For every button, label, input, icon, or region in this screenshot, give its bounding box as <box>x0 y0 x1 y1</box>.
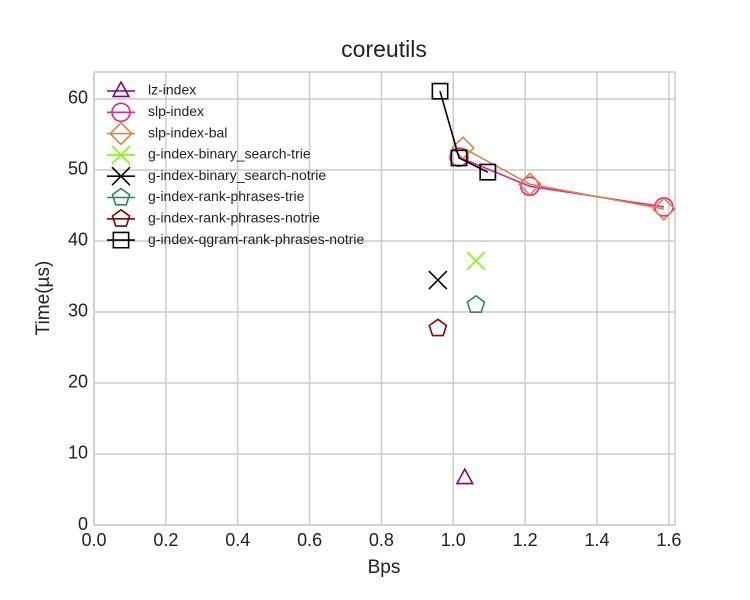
y-tick-label: 50 <box>68 159 88 179</box>
legend-marker <box>111 145 131 165</box>
legend-marker <box>111 208 131 227</box>
x-tick-label: 0.4 <box>225 530 250 550</box>
series-line <box>439 90 489 173</box>
plot-area <box>93 71 676 526</box>
y-tick-label: 30 <box>68 301 88 321</box>
legend-marker <box>111 80 131 98</box>
legend-marker <box>112 231 130 249</box>
legend-marker <box>111 166 131 186</box>
legend-label: lz-index <box>148 82 196 98</box>
x-tick-label: 0.6 <box>297 530 322 550</box>
marker <box>466 294 486 313</box>
y-axis-label: Time(µs) <box>33 261 54 336</box>
x-tick-label: 0.8 <box>369 530 394 550</box>
legend-marker <box>111 102 131 123</box>
legend-label: g-index-binary_search-notrie <box>148 167 326 183</box>
marker <box>428 270 448 290</box>
marker <box>651 197 676 221</box>
x-tick-label: 0.0 <box>81 530 106 550</box>
marker <box>466 251 486 271</box>
legend-label: slp-index-bal <box>148 124 227 140</box>
x-tick-label: 1.0 <box>441 530 466 550</box>
legend-label: g-index-binary_search-trie <box>148 146 311 162</box>
y-tick-label: 0 <box>78 514 88 534</box>
x-tick-label: 0.2 <box>153 530 178 550</box>
marker <box>431 82 449 100</box>
legend-label: g-index-rank-phrases-notrie <box>148 210 320 226</box>
x-tick-label: 1.4 <box>585 530 610 550</box>
y-tick-label: 40 <box>68 230 88 250</box>
y-tick-label: 10 <box>68 443 88 463</box>
chart-title: coreutils <box>341 36 427 62</box>
legend-label: slp-index <box>148 103 204 119</box>
x-tick-label: 1.2 <box>513 530 538 550</box>
marker <box>517 172 542 197</box>
legend-label: g-index-qgram-rank-phrases-notrie <box>148 231 365 247</box>
legend-label: g-index-rank-phrases-trie <box>148 188 305 204</box>
y-tick-label: 20 <box>68 372 88 392</box>
series-line <box>462 147 665 210</box>
marker <box>428 318 448 337</box>
marker <box>455 467 474 485</box>
marker <box>479 163 497 181</box>
legend-marker <box>111 187 131 206</box>
marker <box>450 149 468 167</box>
x-tick-label: 1.6 <box>656 530 681 550</box>
legend-marker <box>109 121 133 146</box>
x-axis-label: Bps <box>368 557 401 578</box>
y-tick-label: 60 <box>68 88 88 108</box>
